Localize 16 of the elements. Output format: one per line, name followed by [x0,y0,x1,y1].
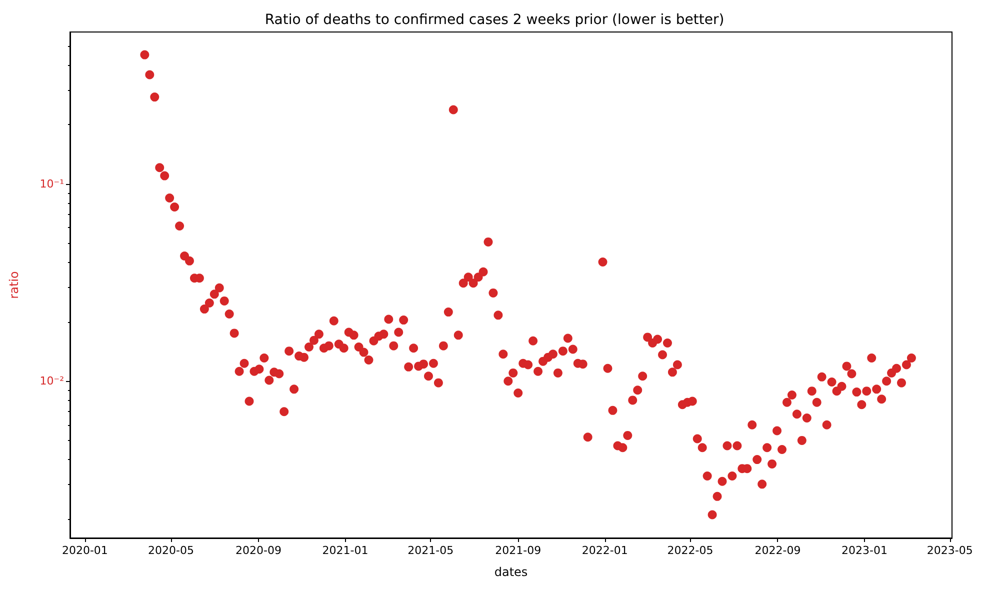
x-tick-label: 2022-01 [582,544,628,557]
y-tick-label: 10⁻² [40,374,64,388]
x-tick-label: 2020-09 [236,544,282,557]
x-tick-label: 2022-09 [754,544,801,557]
x-tick-label: 2023-05 [926,544,973,557]
x-tick-label: 2023-01 [842,544,888,557]
x-axis-title: dates [494,565,528,579]
x-tick-label: 2020-05 [148,544,194,557]
x-tick-label: 2020-01 [62,544,108,557]
x-tick-label: 2022-05 [667,544,714,557]
y-tick-label: 10⁻¹ [40,177,64,190]
y-axis-title: ratio [7,271,21,299]
x-tick-label: 2021-05 [408,544,454,557]
chart-title: Ratio of deaths to confirmed cases 2 weeks prior (lower is better) [264,12,724,28]
x-tick-label: 2021-01 [322,544,368,557]
x-tick-label: 2021-09 [495,544,542,557]
